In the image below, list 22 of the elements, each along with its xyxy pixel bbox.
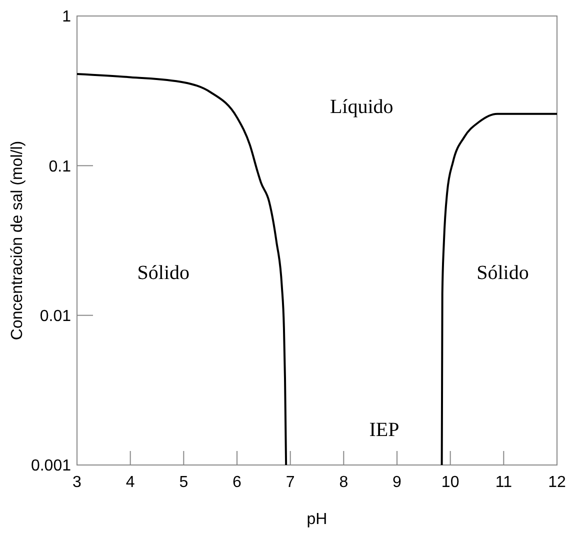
y-tick-label: 1 (62, 8, 72, 26)
y-axis-title: Concentración de sal (mol/l) (9, 140, 26, 340)
line-series (76, 72, 288, 466)
x-tick-label: 4 (126, 474, 135, 491)
line-series (440, 112, 558, 466)
x-tick-label: 3 (72, 474, 82, 491)
y-tick-label: 0.001 (30, 458, 72, 475)
x-tick-label: 10 (441, 474, 460, 491)
y-tick-label: 0.1 (48, 158, 72, 176)
x-tick-label: 12 (548, 474, 566, 491)
x-tick-label: 9 (392, 474, 402, 491)
y-tick-label: 0.01 (40, 308, 72, 325)
annotation: Sólido (476, 262, 529, 284)
annotation: Sólido (137, 262, 190, 284)
x-tick-label: 6 (232, 474, 242, 491)
x-tick-label: 7 (286, 474, 295, 491)
x-axis-title: pH (306, 511, 328, 528)
x-tick-label: 8 (339, 474, 348, 491)
x-tick-label: 11 (495, 474, 512, 491)
x-tick-label: 5 (179, 474, 188, 491)
annotation: Líquido (330, 96, 394, 118)
annotation: IEP (369, 419, 400, 442)
